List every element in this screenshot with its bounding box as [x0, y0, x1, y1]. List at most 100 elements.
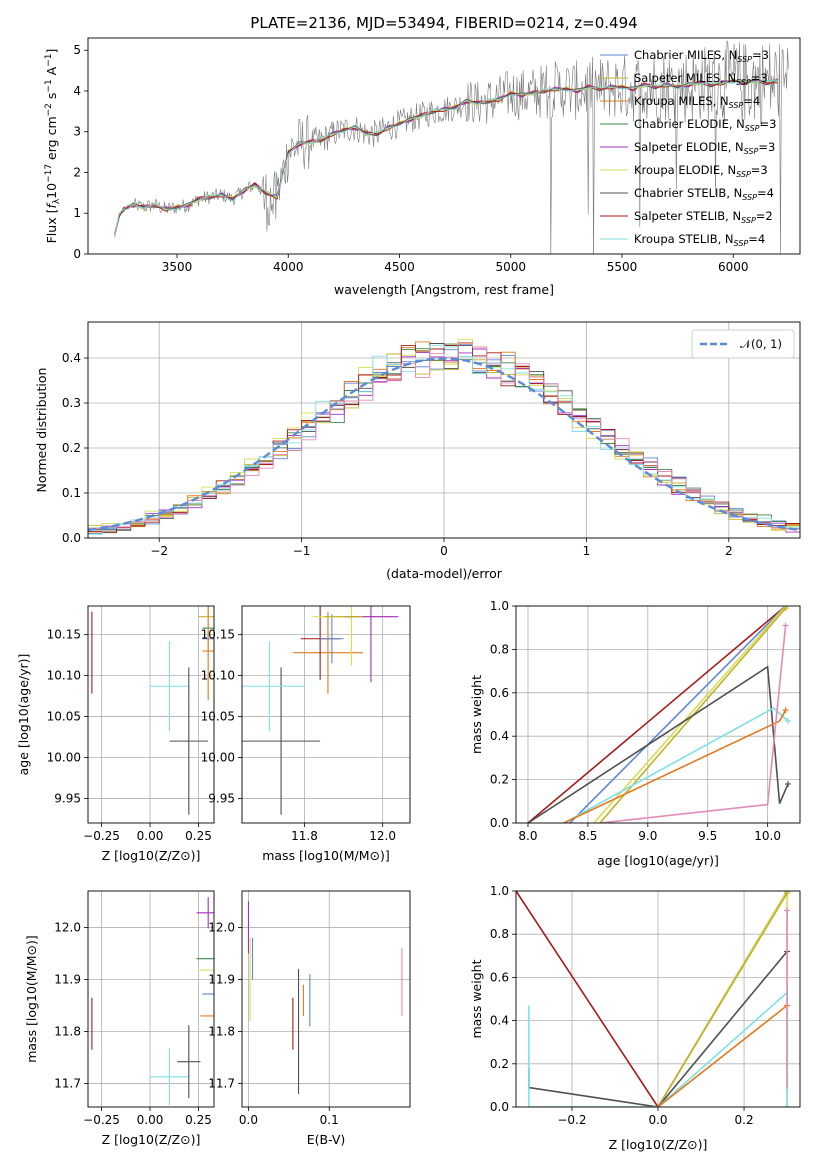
- error-bar-point: [320, 614, 344, 664]
- ticks: −0.25 0.00 0.25 11.7 11.8 11.9 12.0: [54, 920, 212, 1127]
- legend-label: Salpeter STELIB, NSSP=2: [634, 209, 773, 225]
- ticks: 3500 4000 4500 5000 5500 6000 0 1 2 3 4 5: [73, 43, 748, 274]
- y-tick-label: 11.9: [54, 972, 81, 986]
- y-tick-label: 1.0: [490, 884, 509, 898]
- x-tick-label: 0.0: [239, 1113, 258, 1127]
- age-vs-metallicity-panel: −0.25 0.00 0.25 9.95 10.00 10.05 10.10 10.15 Z […: [16, 605, 215, 863]
- y-tick-label: 10.05: [201, 710, 235, 724]
- model-curve: [114, 79, 778, 236]
- weight-series-line: [593, 606, 787, 823]
- axes-frame: [241, 890, 411, 1108]
- legend-label: Salpeter MILES, NSSP=3: [634, 71, 768, 87]
- y-tick-label: 0.0: [62, 531, 81, 545]
- y-tick-label: 5: [73, 43, 81, 57]
- x-axis-label: (data-model)/error: [386, 566, 503, 581]
- y-tick-label: 10.05: [47, 710, 81, 724]
- weight-lines: [516, 891, 791, 1107]
- axes-frame: [241, 605, 411, 824]
- x-tick-label: −2: [150, 544, 168, 558]
- observed-spectrum: [132, 40, 789, 254]
- y-tick-label: 11.9: [208, 972, 235, 986]
- x-axis-label: Z [log10(Z/Z⊙)]: [102, 848, 201, 863]
- legend: Chabrier MILES, NSSP=3 Salpeter MILES, NS…: [600, 48, 776, 248]
- x-tick-label: 5500: [607, 260, 638, 274]
- weight-vs-age-panel: 8.0 8.5 9.0 9.5 10.0 0.0 0.2 0.4 0.6 0.8 1.0 age [l…: [469, 599, 801, 868]
- x-tick-label: 10.0: [754, 829, 781, 843]
- x-tick-label: 4500: [384, 260, 415, 274]
- x-axis-label: age [log10(age/yr)]: [597, 853, 719, 868]
- y-tick-label: 0.6: [490, 686, 509, 700]
- x-tick-label: 2: [725, 544, 733, 558]
- ticks: −0.2 0.0 0.2 0.0 0.2 0.4 0.6 0.8 1.0: [490, 884, 754, 1127]
- x-tick-label: −0.2: [557, 1113, 586, 1127]
- x-axis-label: Z [log10(Z/Z⊙)]: [609, 1137, 708, 1152]
- y-axis-label: mass weight: [469, 959, 484, 1038]
- y-tick-label: 10.10: [47, 669, 81, 683]
- y-tick-label: 0.1: [62, 486, 81, 500]
- x-tick-label: 5000: [495, 260, 526, 274]
- weight-series-line: [527, 665, 789, 823]
- weight-series-line: [527, 606, 787, 823]
- weight-series-line: [516, 891, 788, 1107]
- y-tick-label: 10.15: [47, 628, 81, 642]
- mass-vs-metallicity-panel: −0.25 0.00 0.25 11.7 11.8 11.9 12.0 Z [log10(Z/…: [24, 890, 215, 1147]
- y-tick-label: 10.00: [201, 750, 235, 764]
- y-tick-label: 0.4: [62, 351, 81, 365]
- error-bar-point: [242, 641, 305, 732]
- legend-label: Kroupa STELIB, NSSP=4: [634, 232, 765, 248]
- x-tick-label: 0.00: [137, 1113, 164, 1127]
- x-tick-label: 0.0: [648, 1113, 667, 1127]
- spectrum-lines: [114, 40, 789, 254]
- y-tick-label: 0.0: [490, 1100, 509, 1114]
- legend-label: Chabrier MILES, NSSP=3: [634, 48, 769, 64]
- gridlines: [242, 891, 410, 1107]
- normal-distribution-curve: [88, 357, 800, 532]
- y-tick-label: 11.8: [208, 1025, 235, 1039]
- x-tick-label: 1: [583, 544, 591, 558]
- x-tick-label: 9.5: [698, 829, 717, 843]
- y-tick-label: 10.15: [201, 628, 235, 642]
- x-axis-label: mass [log10(M/M⊙)]: [262, 848, 390, 863]
- y-tick-label: 0.8: [490, 642, 509, 656]
- weight-vs-metallicity-panel: −0.2 0.0 0.2 0.0 0.2 0.4 0.6 0.8 1.0 Z [log10(Z/Z…: [469, 884, 801, 1152]
- y-tick-label: 0.2: [490, 773, 509, 787]
- error-bars: [91, 897, 214, 1106]
- legend-label: Salpeter ELODIE, NSSP=3: [634, 140, 775, 156]
- histograms: [88, 338, 800, 537]
- error-bars: [247, 901, 403, 1094]
- model-curve: [114, 78, 778, 234]
- spectrum-panel: 3500 4000 4500 5000 5500 6000 0 1 2 3 4 5 PLATE=2136…: [44, 14, 801, 297]
- y-tick-label: 0.6: [490, 970, 509, 984]
- axes-frame: [515, 890, 801, 1108]
- y-tick-label: 0.8: [490, 927, 509, 941]
- y-axis-label: mass weight: [469, 675, 484, 754]
- model-curve: [114, 80, 778, 237]
- weight-marker: [782, 707, 789, 714]
- y-tick-label: 10.00: [47, 750, 81, 764]
- y-tick-label: 11.8: [54, 1025, 81, 1039]
- gridlines: [242, 606, 410, 823]
- x-tick-label: 3500: [162, 260, 193, 274]
- x-tick-label: −0.25: [83, 1113, 120, 1127]
- ticks: 11.8 12.0 9.95 10.00 10.05 10.10 10.15: [201, 628, 396, 843]
- age-vs-mass-panel: 11.8 12.0 9.95 10.00 10.05 10.10 10.15 mass [lo…: [201, 605, 411, 863]
- axes-frame: [87, 37, 801, 255]
- legend-label: Chabrier ELODIE, NSSP=3: [634, 117, 776, 133]
- error-bar-point: [242, 667, 321, 815]
- weight-marker: [782, 622, 789, 629]
- y-tick-label: 1: [73, 206, 81, 220]
- x-tick-label: 12.0: [369, 829, 396, 843]
- error-bar-point: [150, 1048, 189, 1106]
- error-bars: [91, 606, 214, 815]
- x-tick-label: 0.25: [185, 1113, 212, 1127]
- y-axis-label: mass [log10(M/M⊙)]: [24, 935, 39, 1063]
- legend-frame: [691, 329, 795, 359]
- error-bar-point: [177, 1025, 201, 1099]
- x-tick-label: 6000: [718, 260, 749, 274]
- legend-label: 𝒩(0, 1): [740, 337, 782, 351]
- x-tick-label: −1: [293, 544, 311, 558]
- weight-lines: [527, 606, 792, 823]
- error-bar-point: [202, 606, 214, 701]
- y-tick-label: 1.0: [490, 599, 509, 613]
